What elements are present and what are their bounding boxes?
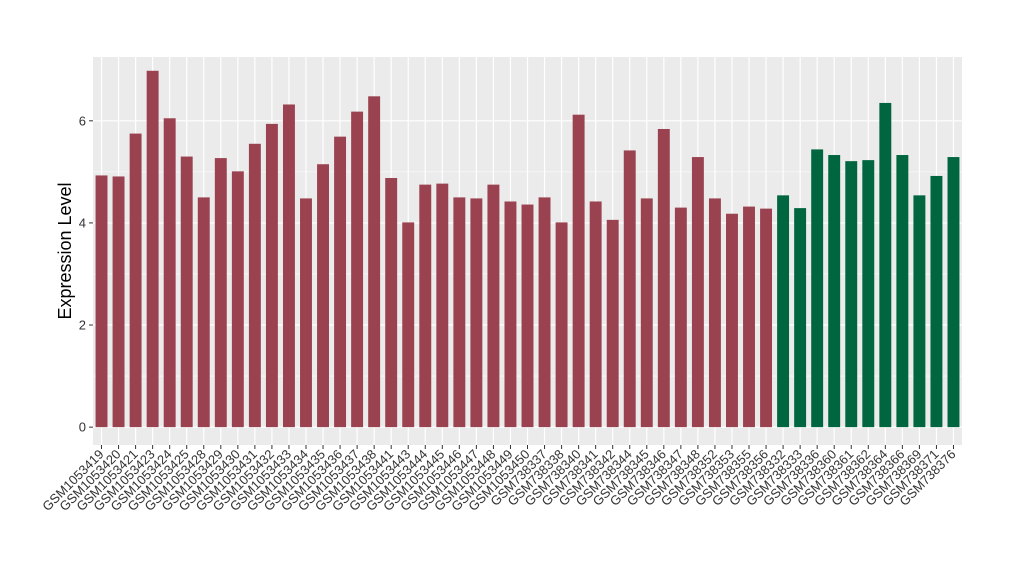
bar-GSM1053429 xyxy=(214,158,227,428)
bar-GSM738364 xyxy=(879,102,892,428)
bar-GSM738352 xyxy=(708,198,721,428)
bar-GSM1053423 xyxy=(146,70,159,428)
bar-GSM1053443 xyxy=(402,222,415,428)
bar-GSM738361 xyxy=(845,161,858,428)
bar-GSM1053431 xyxy=(248,143,261,428)
bar-GSM738376 xyxy=(947,157,960,428)
bar-GSM1053445 xyxy=(436,183,449,428)
bars xyxy=(95,70,960,428)
bar-GSM738333 xyxy=(794,208,807,428)
bar-GSM1053447 xyxy=(470,198,483,428)
bar-GSM1053449 xyxy=(504,201,517,428)
bar-GSM738346 xyxy=(657,128,670,428)
x-axis: GSM1053419GSM1053420GSM1053421GSM1053423… xyxy=(39,445,959,514)
y-axis-title: Expression Level xyxy=(55,182,75,319)
bar-GSM1053438 xyxy=(368,96,381,428)
y-axis: 0 2 4 6 xyxy=(79,113,93,435)
bar-GSM738345 xyxy=(640,198,653,428)
bar-GSM1053419 xyxy=(95,175,108,428)
bar-GSM1053421 xyxy=(129,133,142,428)
bar-GSM738360 xyxy=(828,155,841,428)
bar-GSM738355 xyxy=(743,206,755,428)
y-tick-label: 6 xyxy=(79,113,86,128)
bar-GSM738338 xyxy=(555,222,568,428)
bar-GSM1053434 xyxy=(300,198,312,428)
bar-GSM1053428 xyxy=(197,197,210,428)
bar-GSM738366 xyxy=(896,155,909,428)
bar-GSM738342 xyxy=(606,219,619,428)
bar-GSM1053433 xyxy=(282,104,295,428)
bar-GSM1053424 xyxy=(163,118,176,428)
bar-GSM738348 xyxy=(691,157,704,428)
bar-GSM1053446 xyxy=(453,197,466,428)
bar-GSM738347 xyxy=(674,207,687,428)
bar-GSM738371 xyxy=(930,175,943,428)
bar-GSM738356 xyxy=(760,208,773,428)
bar-GSM1053437 xyxy=(351,111,364,428)
bar-GSM1053450 xyxy=(521,204,534,428)
bar-GSM738340 xyxy=(572,114,585,428)
bar-GSM738337 xyxy=(538,197,551,428)
y-tick-label: 4 xyxy=(79,215,86,230)
y-tick-label: 0 xyxy=(79,420,86,435)
bar-GSM1053435 xyxy=(317,164,329,428)
bar-GSM1053420 xyxy=(112,176,125,428)
bar-GSM1053425 xyxy=(180,156,193,428)
bar-GSM738362 xyxy=(862,160,875,428)
bar-GSM1053432 xyxy=(265,123,278,428)
bar-GSM1053430 xyxy=(231,171,244,428)
bar-GSM738336 xyxy=(811,149,824,428)
y-tick-label: 2 xyxy=(79,318,86,333)
bar-GSM738341 xyxy=(589,201,602,428)
bar-GSM738369 xyxy=(913,195,926,428)
bar-GSM1053448 xyxy=(487,184,500,428)
bar-GSM1053444 xyxy=(419,184,432,428)
bar-GSM1053441 xyxy=(385,177,398,428)
bar-GSM1053436 xyxy=(334,136,347,428)
bar-GSM738353 xyxy=(726,213,738,428)
bar-GSM738344 xyxy=(623,150,636,428)
bar-GSM738332 xyxy=(777,195,790,428)
